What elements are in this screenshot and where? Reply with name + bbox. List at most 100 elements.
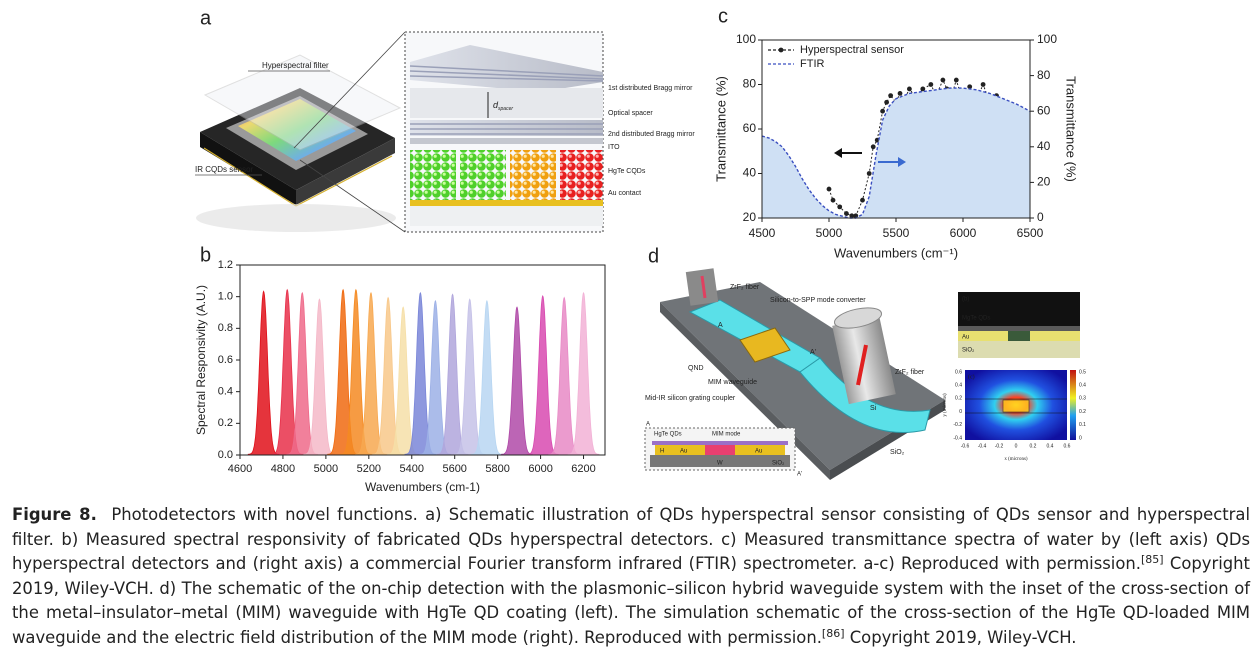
- plot-frame: [239, 264, 606, 456]
- pins: [203, 147, 393, 207]
- beam: [856, 344, 868, 386]
- gap: [1008, 331, 1030, 341]
- y-tick-label: 0.8: [218, 322, 233, 334]
- x-tick-label: 5400: [400, 463, 424, 475]
- panel-label: d: [648, 245, 659, 267]
- sio2: [650, 455, 790, 467]
- peak: [247, 290, 280, 456]
- caption-text: Copyright 2019, Wiley-VCH. d) The schema…: [12, 554, 1250, 647]
- y2-axis-label: Transmittance (%): [1064, 76, 1079, 182]
- label: (c): [968, 373, 975, 380]
- marker: [928, 82, 934, 87]
- tick-label: 0.4: [1047, 443, 1054, 449]
- marker: [967, 84, 973, 90]
- beam: [700, 275, 707, 299]
- x-tick-label: 6200: [571, 463, 595, 475]
- qd-block: [410, 150, 456, 200]
- filter-sheet: [203, 54, 402, 151]
- x-axis-label: Wavenumbers (cm⁻¹): [834, 245, 958, 260]
- tick-label: 0.6: [1064, 443, 1071, 449]
- d-labels: ZrF₂ fiber Silicon-to-SPP mode converter…: [645, 284, 925, 456]
- caption: Figure 8. Photodetectors with novel func…: [12, 503, 1250, 651]
- tick-label: -0.6: [961, 443, 970, 449]
- label: MIM mode: [712, 432, 741, 438]
- au: [958, 331, 1008, 341]
- label: 1st distributed Bragg mirror: [608, 85, 693, 92]
- tick-label: -0.2: [953, 422, 962, 428]
- zoom-line: [299, 159, 406, 233]
- chip-side: [296, 138, 395, 205]
- tick-label: 0.2: [1079, 409, 1086, 415]
- label: Au contact: [608, 190, 641, 197]
- marker: [907, 86, 912, 92]
- label: Silicon-to-SPP mode converter: [770, 297, 866, 304]
- marker: [880, 108, 885, 114]
- spacer-symbol: d: [493, 100, 499, 110]
- y-tick-label: 20: [743, 210, 757, 224]
- y2-tick-label: 100: [1037, 32, 1057, 46]
- panel-label: b: [200, 244, 211, 266]
- x-tick-label: 5500: [883, 226, 910, 240]
- label: MgTe QDs: [962, 316, 990, 322]
- marker: [826, 186, 832, 192]
- y-tick-label: 40: [743, 166, 757, 180]
- y-tick-label: 60: [743, 121, 757, 135]
- cross-labels: A A' HgTe QDs MIM mode H W Au Au SiO₂: [646, 422, 802, 478]
- y-tick-label: 0.0: [218, 449, 233, 461]
- label: ZrF₂ fiber: [730, 284, 760, 291]
- fiber-top: [833, 307, 883, 329]
- tick-label: 0.4: [1079, 383, 1086, 389]
- y-tick-label: 80: [743, 77, 757, 91]
- caption-label: Figure 8.: [12, 505, 97, 524]
- tick-label: 0.5: [1079, 369, 1086, 375]
- tick-label: 0.4: [955, 383, 962, 389]
- x-tick-label: 5000: [816, 226, 843, 240]
- y-tick-label: 100: [736, 32, 756, 46]
- axis-label: x (microns): [1004, 457, 1028, 462]
- marker: [888, 93, 894, 99]
- peak: [526, 295, 559, 456]
- line: [761, 87, 1031, 219]
- tick-label: 0: [1079, 435, 1082, 441]
- tick-label: 0: [1015, 443, 1018, 449]
- marker: [953, 77, 959, 83]
- label: SiO₂: [890, 449, 905, 456]
- sio2: [958, 341, 1080, 358]
- y-axis-label: Spectral Responsivity (A.U.): [194, 285, 208, 435]
- ito: [410, 138, 603, 144]
- legend-marker: [778, 47, 784, 53]
- spacer: [410, 88, 603, 118]
- au: [1030, 331, 1080, 341]
- marker: [884, 99, 890, 105]
- inset-c-ticks: -0.6 -0.4 -0.2 0 0.2 0.4 0.6 0.6 0.4 0.2 0 -0.2 -0.4…: [953, 369, 1086, 449]
- qd-block: [510, 150, 556, 200]
- label: A': [810, 349, 816, 356]
- figure: a Hyperspectral filter IR CQDs sensor ds…: [194, 5, 1086, 494]
- label: HgTe CQDs: [608, 168, 646, 175]
- x-tick-label: 6500: [1017, 226, 1044, 240]
- label: HgTe QDs: [654, 432, 682, 438]
- x-tick-label: 5200: [357, 463, 381, 475]
- axis-label: y (microns): [943, 393, 948, 417]
- panel-label: c: [718, 5, 728, 27]
- y-axis-label: Transmittance (%): [713, 76, 728, 182]
- au-contact: [410, 200, 603, 206]
- shadow: [196, 204, 396, 232]
- x-tick-label: 6000: [528, 463, 552, 475]
- label: H: [660, 449, 664, 455]
- y-tick-label: 1.2: [218, 259, 233, 271]
- legend-label: FTIR: [800, 58, 824, 70]
- reference: [86]: [821, 626, 845, 640]
- marker: [844, 211, 849, 216]
- marker: [860, 197, 865, 203]
- y-tick-label: 1.0: [218, 291, 233, 303]
- y2-tick-label: 20: [1037, 175, 1051, 189]
- reference: [85]: [1140, 553, 1164, 567]
- label: Mid-IR silicon grating coupler: [645, 395, 736, 402]
- x-tick-label: 5000: [314, 463, 338, 475]
- au-strip: [739, 327, 791, 363]
- marker: [980, 82, 986, 87]
- tick-label: 0.2: [955, 396, 962, 402]
- marker: [837, 204, 843, 210]
